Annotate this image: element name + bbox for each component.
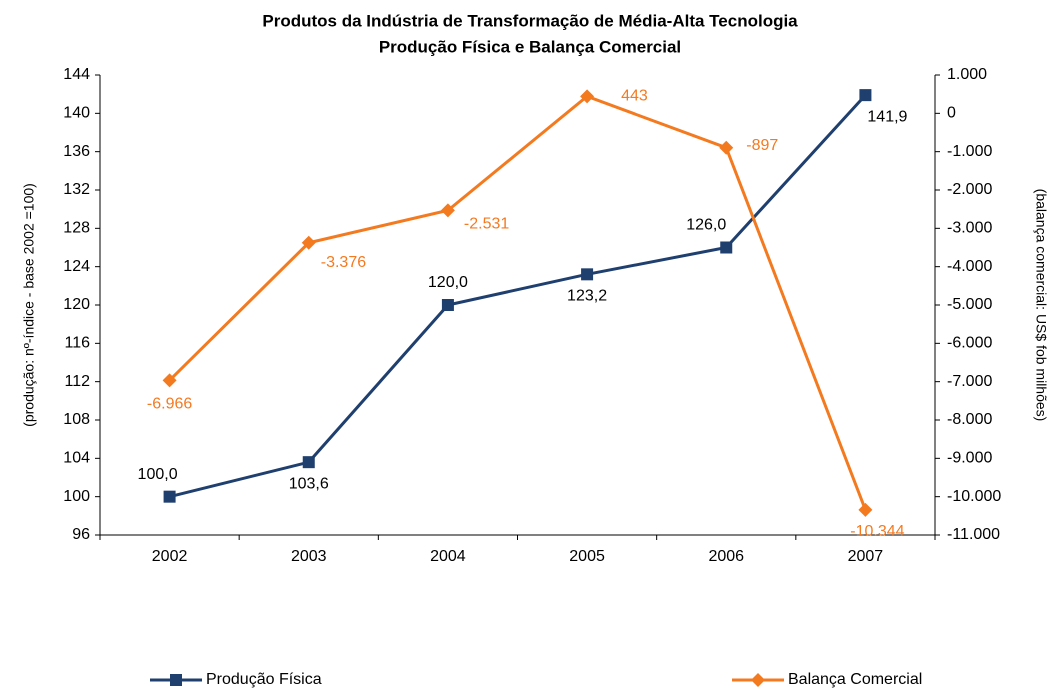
y2-tick-label: -9.000	[947, 450, 992, 467]
y2-tick-label: -1.000	[947, 143, 992, 160]
y2-tick-label: -11.000	[947, 526, 1000, 543]
y-tick-label: 132	[63, 181, 90, 198]
x-tick-label: 2007	[848, 548, 884, 565]
y-tick-label: 124	[63, 258, 90, 275]
legend-label: Produção Física	[206, 671, 322, 688]
y2-tick-label: -8.000	[947, 411, 992, 428]
data-label: 123,2	[567, 288, 607, 305]
point	[162, 373, 177, 388]
y-tick-label: 144	[63, 66, 90, 83]
point	[441, 299, 454, 311]
x-tick-label: 2006	[708, 548, 744, 565]
y-tick-label: 136	[63, 143, 90, 160]
point	[858, 502, 873, 517]
y2-tick-label: -3.000	[947, 220, 992, 237]
data-label: 100,0	[138, 466, 178, 483]
x-tick-label: 2003	[291, 548, 327, 565]
y-tick-label: 100	[63, 488, 90, 505]
x-tick-label: 2002	[152, 548, 188, 565]
y2-tick-label: -5.000	[947, 296, 992, 313]
y2-axis-label: (balança comercial: US$ fob milhões)	[1033, 189, 1049, 422]
data-label: -6.966	[147, 396, 192, 413]
y-tick-label: 104	[63, 450, 90, 467]
point	[859, 89, 872, 102]
y-tick-label: 116	[64, 335, 90, 352]
y2-tick-label: -10.000	[947, 488, 1001, 505]
point	[163, 490, 176, 503]
legend-label: Balança Comercial	[788, 671, 922, 688]
y2-tick-label: -4.000	[947, 258, 992, 275]
point	[170, 674, 182, 686]
series-line	[169, 94, 867, 499]
y-tick-label: 128	[63, 220, 90, 237]
point	[301, 235, 316, 250]
x-tick-label: 2004	[430, 548, 466, 565]
data-label: 126,0	[686, 217, 726, 234]
data-label: 120,0	[428, 274, 468, 291]
y-tick-label: 140	[63, 105, 90, 122]
point	[580, 89, 595, 104]
y2-tick-label: 1.000	[947, 66, 987, 83]
point	[581, 268, 594, 281]
data-label: -3.376	[321, 254, 366, 271]
y-tick-label: 96	[72, 526, 90, 543]
data-label: -2.531	[464, 216, 509, 233]
point	[302, 456, 315, 469]
y2-tick-label: 0	[947, 105, 956, 122]
y2-tick-label: -7.000	[947, 373, 992, 390]
y2-tick-label: -2.000	[947, 181, 992, 198]
data-label: -897	[746, 137, 778, 154]
y2-tick-label: -6.000	[947, 335, 992, 352]
point	[440, 203, 455, 218]
y-tick-label: 112	[64, 373, 90, 390]
point	[719, 140, 734, 155]
point	[720, 241, 733, 254]
data-label: 141,9	[867, 108, 907, 125]
chart-subtitle: Produção Física e Balança Comercial	[379, 37, 681, 56]
series-line	[168, 94, 867, 511]
data-label: 443	[621, 88, 648, 105]
chart-title: Produtos da Indústria de Transformação d…	[262, 11, 798, 30]
y-tick-label: 108	[63, 411, 90, 428]
x-tick-label: 2005	[569, 548, 605, 565]
y-tick-label: 120	[63, 296, 90, 313]
data-label: -10.344	[850, 523, 904, 540]
data-label: 103,6	[289, 475, 329, 492]
point	[751, 673, 765, 687]
y-axis-label: (produção: nº-índice - base 2002 =100)	[21, 183, 37, 427]
